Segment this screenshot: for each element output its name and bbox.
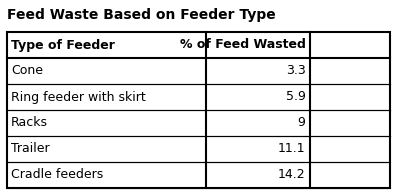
Text: Trailer: Trailer: [11, 143, 50, 155]
Text: 3.3: 3.3: [286, 65, 306, 77]
Text: 5.9: 5.9: [286, 90, 306, 104]
Text: Ring feeder with skirt: Ring feeder with skirt: [11, 90, 146, 104]
Text: Feed Waste Based on Feeder Type: Feed Waste Based on Feeder Type: [7, 8, 276, 22]
Bar: [7, 32, 390, 188]
Text: % of Feed Wasted: % of Feed Wasted: [180, 38, 306, 51]
Text: 9: 9: [298, 116, 306, 129]
Text: 14.2: 14.2: [278, 168, 306, 182]
Text: Racks: Racks: [11, 116, 48, 129]
Text: 11.1: 11.1: [278, 143, 306, 155]
Text: Cradle feeders: Cradle feeders: [11, 168, 103, 182]
Text: Type of Feeder: Type of Feeder: [11, 38, 115, 51]
Text: Cone: Cone: [11, 65, 43, 77]
